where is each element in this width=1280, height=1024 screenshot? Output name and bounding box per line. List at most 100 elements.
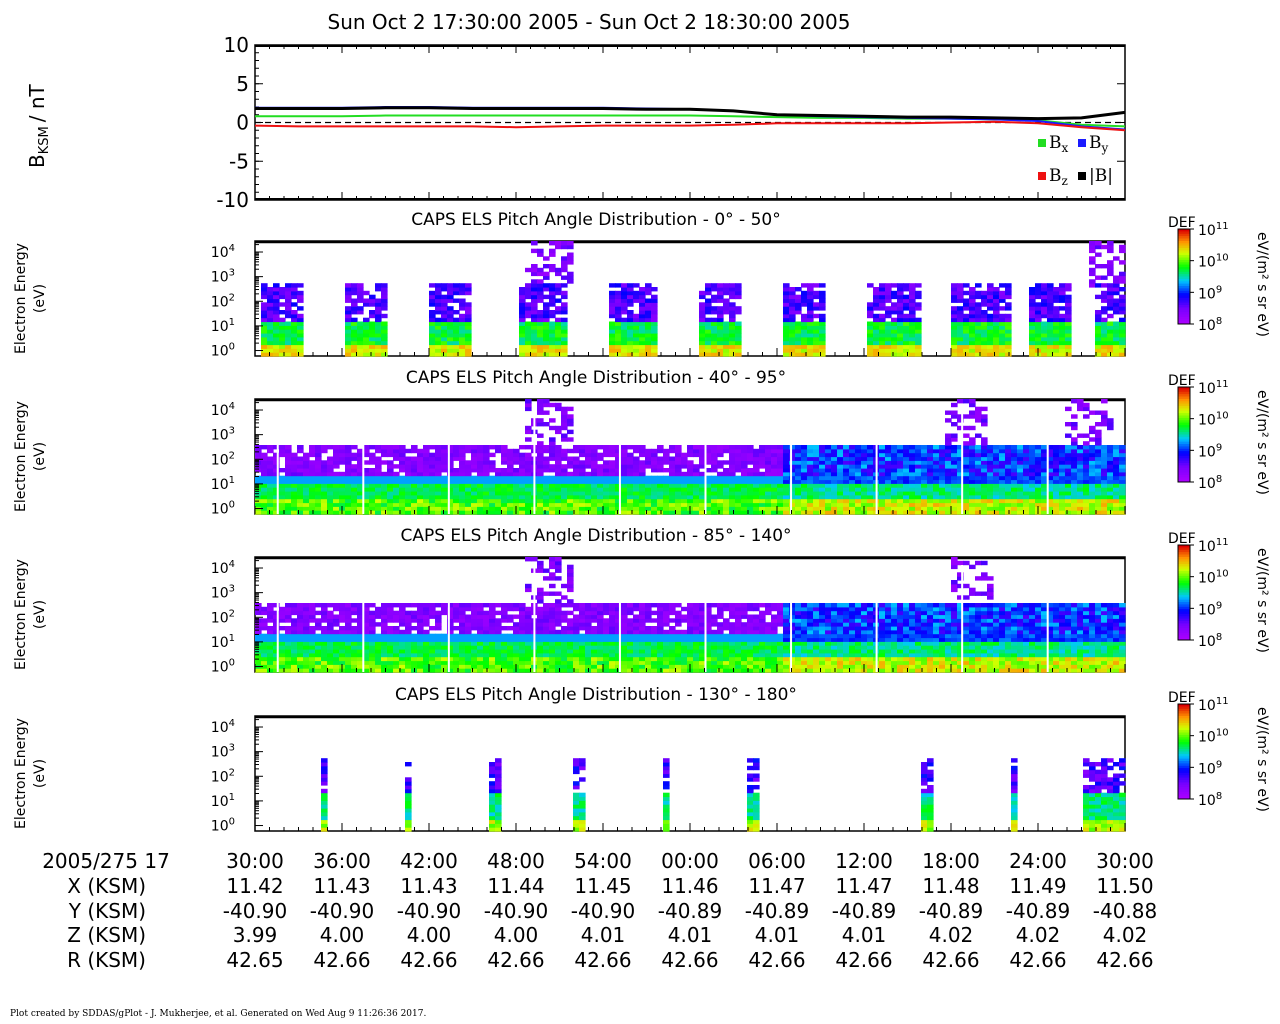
- spectrogram-cell: [1029, 471, 1036, 477]
- spectrogram-cell: [1035, 448, 1042, 454]
- spectrogram-cell: [933, 494, 940, 500]
- spectrogram-cell: [711, 336, 718, 342]
- spectrogram-cell: [411, 460, 418, 465]
- spectrogram-cell: [1083, 468, 1090, 473]
- spectrogram-cell: [915, 460, 922, 465]
- spectrogram-cell: [429, 460, 436, 465]
- spectrogram-cell: [639, 294, 646, 300]
- spectrogram-cell: [429, 302, 436, 307]
- spectrogram-cell: [369, 344, 376, 349]
- spectrogram-cell: [621, 483, 628, 488]
- spectrogram-cell: [387, 506, 394, 511]
- colorbar-segment: [1178, 290, 1190, 294]
- spectrogram-cell: [1041, 506, 1048, 511]
- spectrogram-cell: [1107, 494, 1114, 500]
- spectrogram-cell: [345, 483, 352, 488]
- spectrogram-cell: [1029, 452, 1036, 458]
- spectrogram-cell: [687, 468, 694, 473]
- spectrogram-cell: [1023, 506, 1030, 511]
- spectrogram-cell: [273, 483, 280, 488]
- spectrogram-cell: [459, 460, 466, 465]
- spectrogram-cell: [381, 652, 388, 658]
- spectrogram-cell: [783, 510, 790, 515]
- spectrogram-cell: [639, 306, 646, 311]
- spectrogram-cell: [867, 310, 874, 315]
- spectrogram-cell: [777, 483, 784, 488]
- spectrogram-cell: [1047, 287, 1054, 292]
- spectrogram-cell: [591, 498, 598, 504]
- spectrogram-cell: [645, 298, 652, 303]
- spectrogram-cell: [1077, 510, 1084, 515]
- spectrogram-cell: [381, 606, 388, 612]
- spectrogram-cell: [879, 348, 886, 353]
- spectrogram-cell: [633, 460, 640, 465]
- spectrogram-cell: [279, 491, 286, 496]
- spectrogram-cell: [555, 336, 562, 342]
- spectrogram-cell: [657, 510, 664, 515]
- spectrogram-cell: [645, 348, 652, 353]
- spectrogram-cell: [705, 491, 712, 496]
- spectrogram-cell: [603, 502, 610, 507]
- spectrogram-cell: [999, 494, 1006, 500]
- spectrogram-cell: [345, 641, 352, 646]
- spectrogram-cell: [615, 317, 622, 323]
- colorbar-segment: [1178, 387, 1190, 390]
- spectrogram-cell: [1101, 344, 1108, 349]
- spectrogram-cell: [315, 633, 322, 639]
- spectrogram-cell: [519, 471, 526, 477]
- spectrogram-cell: [801, 448, 808, 454]
- spectrogram-cell: [663, 491, 670, 496]
- spectrogram-cell: [957, 306, 964, 311]
- spectrogram-cell: [381, 452, 388, 458]
- spectrogram-cell: [579, 452, 586, 458]
- spectrogram-cell: [789, 313, 796, 319]
- spectrogram-cell: [273, 290, 280, 296]
- spectrogram-cell: [813, 494, 820, 500]
- spectrogram-cell: [939, 491, 946, 496]
- spectrogram-cell: [255, 660, 262, 665]
- spectrogram-cell: [783, 494, 790, 500]
- spectrogram-cell: [651, 491, 658, 496]
- spectrogram-cell: [819, 352, 826, 357]
- spectrogram-cell: [699, 479, 706, 484]
- spectrogram-cell: [633, 283, 640, 288]
- spectrogram-cell: [1089, 283, 1096, 288]
- spectrogram-cell: [369, 660, 376, 665]
- spectrogram-cell: [909, 471, 916, 477]
- spectrogram-cell: [279, 448, 286, 454]
- spectrogram-cell: [627, 340, 634, 346]
- spectrogram-cell: [909, 487, 916, 492]
- spectrogram-cell: [897, 352, 904, 357]
- spectrogram-cell: [957, 333, 964, 338]
- spectrogram-cell: [1107, 422, 1114, 427]
- spectrogram-cell: [987, 287, 994, 292]
- spectrogram-cell: [525, 479, 532, 484]
- spectrogram-cell: [1053, 287, 1060, 292]
- spectrogram-cell: [921, 460, 928, 465]
- spectrogram-cell: [465, 445, 472, 450]
- spectrogram-cell: [891, 348, 898, 353]
- spectrogram-cell: [783, 348, 790, 353]
- spectrogram-cell: [729, 333, 736, 338]
- spectrogram-cell: [345, 321, 352, 326]
- spectrogram-cell: [1023, 475, 1030, 481]
- spectrogram-cell: [309, 637, 316, 642]
- colorbar-frame: [1177, 228, 1191, 325]
- colorbar-segment: [1178, 269, 1190, 273]
- spectrogram-cell: [309, 664, 316, 669]
- spectrogram-cell: [795, 445, 802, 450]
- spectrogram-cell: [831, 483, 838, 488]
- spectrogram-cell: [885, 294, 892, 300]
- spectrogram-cell: [531, 287, 538, 292]
- spectrogram-cell: [1005, 483, 1012, 488]
- spectrogram-cell: [1095, 471, 1102, 477]
- spectrogram-cell: [543, 344, 550, 349]
- spectrogram-cell: [303, 645, 310, 650]
- spectrogram-cell: [471, 448, 478, 454]
- spectrogram-cell: [549, 402, 556, 408]
- spectrogram-cell: [735, 325, 742, 330]
- spectrogram-cell: [429, 452, 436, 458]
- spectrogram-cell: [687, 479, 694, 484]
- spectrogram-cell: [891, 456, 898, 461]
- spectrogram-cell: [981, 294, 988, 300]
